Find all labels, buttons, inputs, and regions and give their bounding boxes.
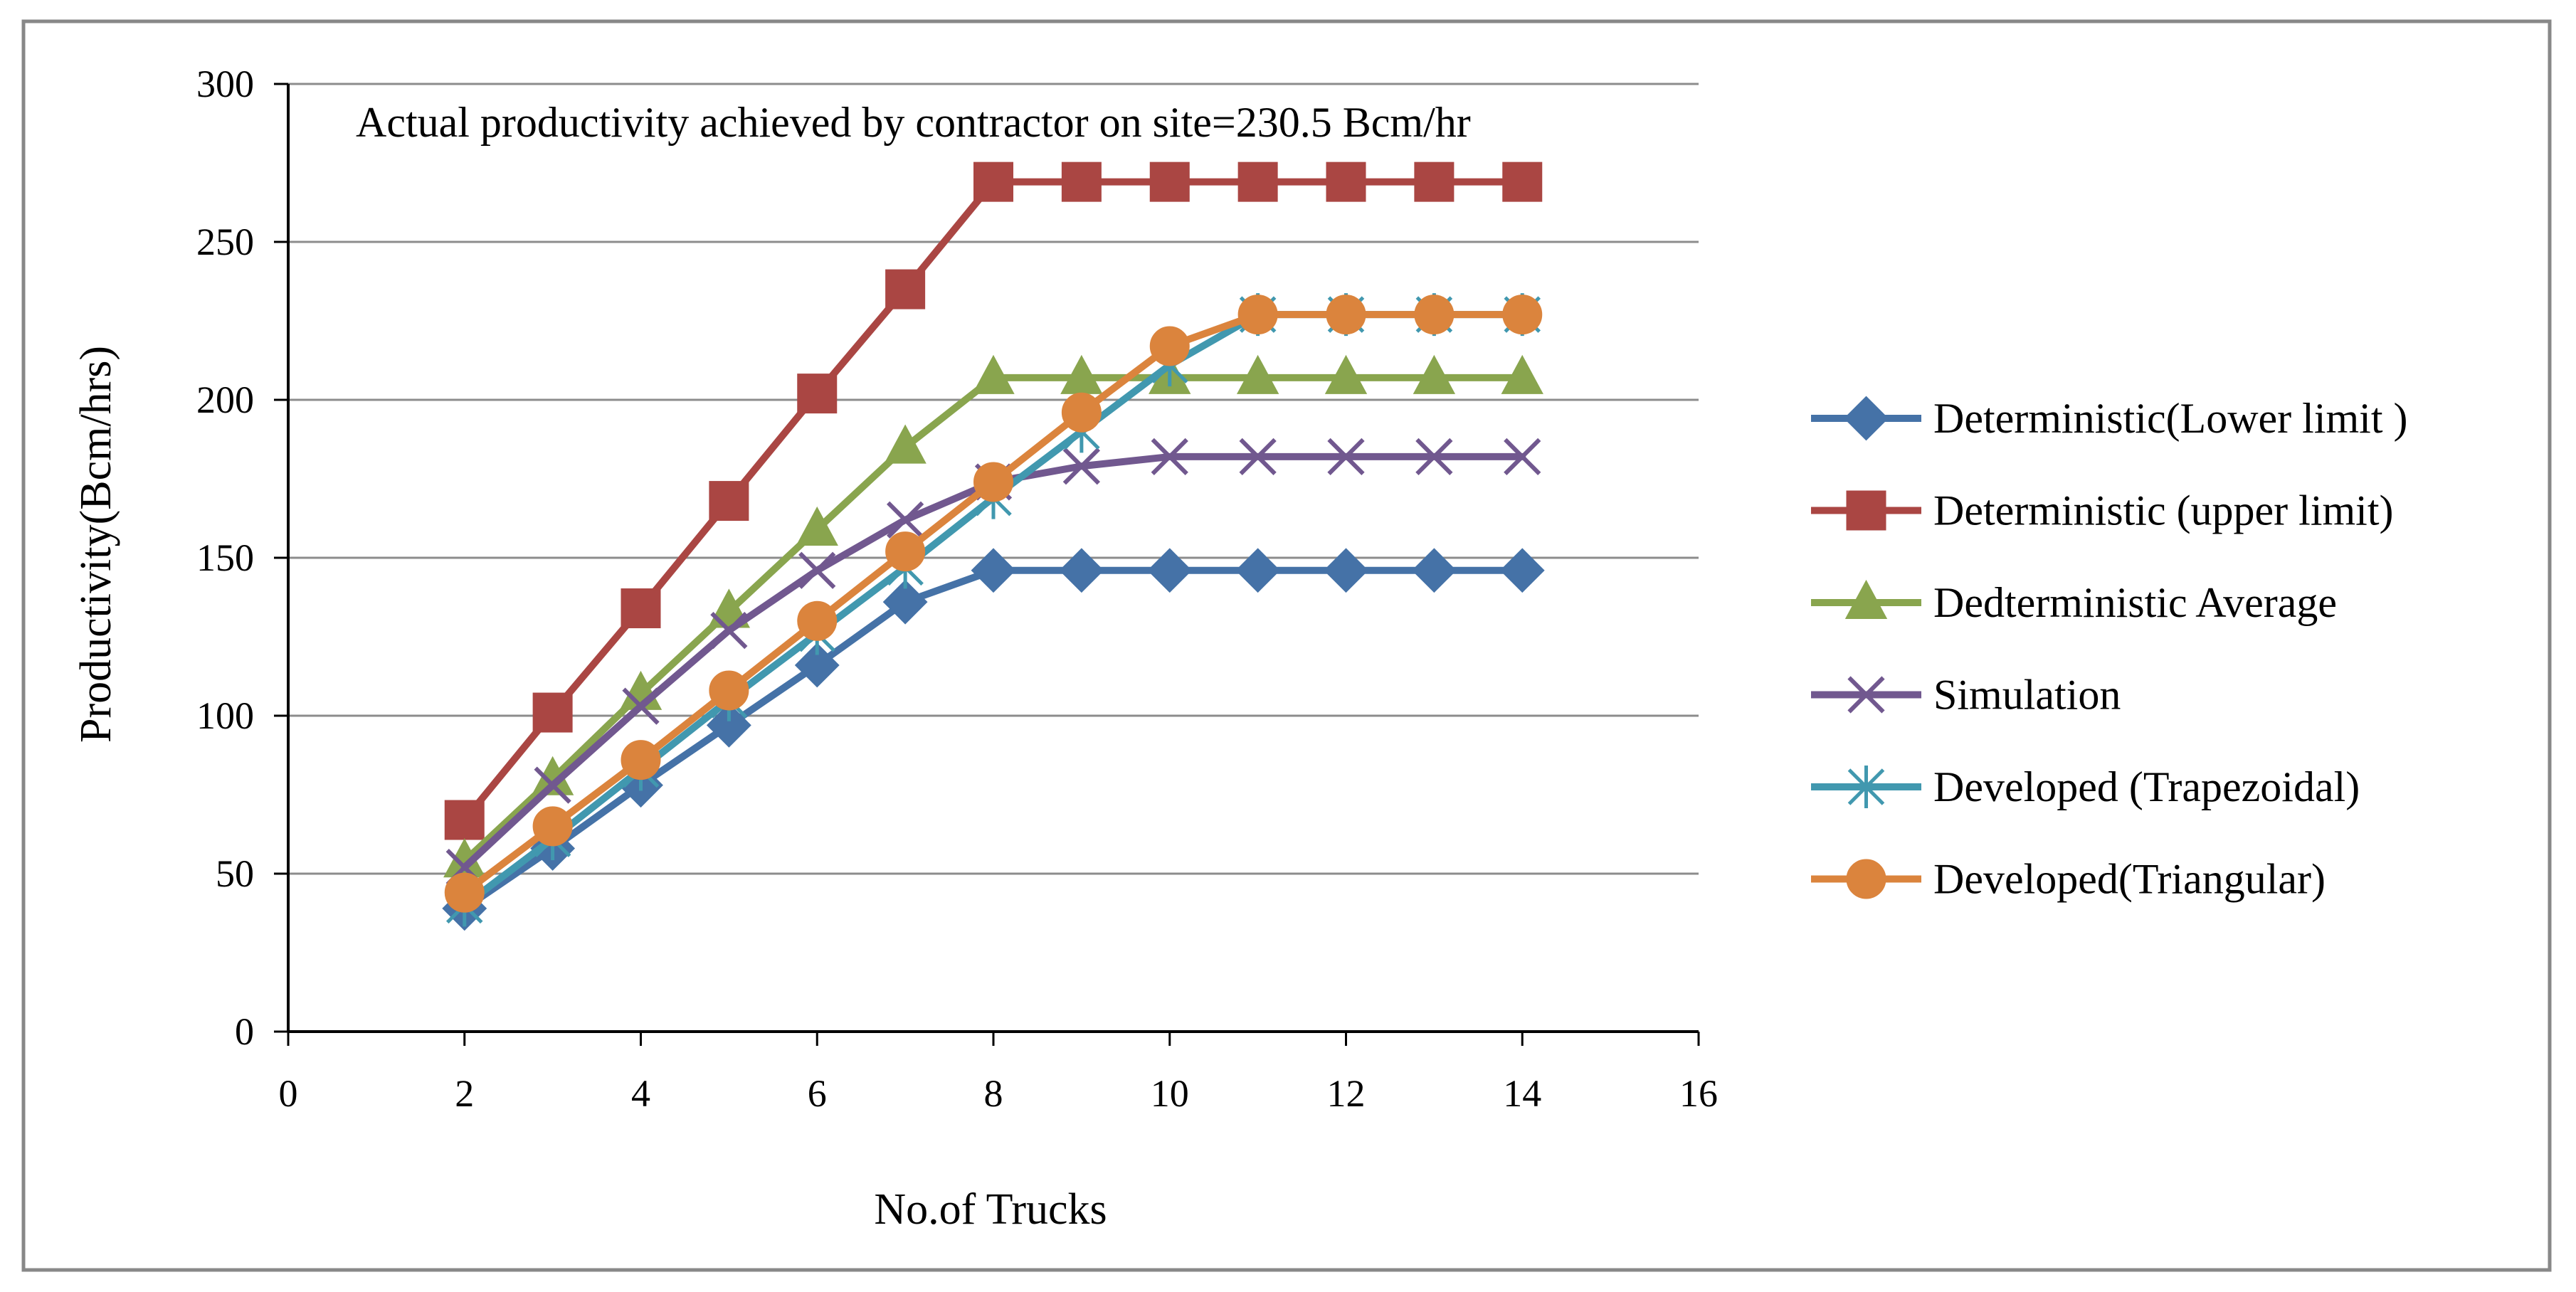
chart-border (21, 19, 2552, 1272)
legend-marker (1846, 859, 1886, 899)
y-tick-label: 50 (216, 852, 254, 895)
data-point (1324, 548, 1368, 593)
data-point (1149, 162, 1190, 202)
data-point (1415, 438, 1453, 476)
data-point (794, 642, 840, 688)
x-tick-label: 16 (1679, 1072, 1718, 1115)
legend-item: Developed (Trapezoidal) (1811, 763, 2360, 810)
x-tick-label: 10 (1151, 1072, 1189, 1115)
legend-marker (1844, 579, 1888, 619)
legend-item: Deterministic (upper limit) (1811, 487, 2394, 534)
y-axis-title: Productivity(Bcm/hrs) (72, 346, 120, 743)
data-point (1061, 392, 1102, 433)
data-point (1235, 548, 1281, 593)
legend-item: Dedterministic Average (1811, 579, 2337, 626)
data-point (1501, 354, 1543, 394)
data-point (882, 579, 928, 625)
data-point (1504, 438, 1541, 476)
data-point (971, 548, 1016, 593)
data-point (444, 800, 485, 840)
y-tick-label: 0 (235, 1010, 254, 1053)
x-tick-label: 2 (455, 1072, 474, 1115)
data-point (1059, 548, 1104, 593)
y-tick-label: 300 (196, 63, 254, 105)
x-axis-title: No.of Trucks (874, 1185, 1107, 1234)
legend: Deterministic(Lower limit ) Deterministic… (1811, 395, 2407, 903)
data-point (1413, 354, 1456, 394)
data-point (1502, 162, 1543, 202)
data-point (621, 740, 661, 780)
series-2 (444, 162, 1543, 840)
data-point (1062, 448, 1101, 485)
data-point (1151, 438, 1188, 476)
x-tick-label: 6 (808, 1072, 827, 1115)
data-point (1327, 438, 1365, 476)
data-point (887, 501, 924, 539)
data-point (972, 354, 1015, 394)
data-point (797, 600, 838, 641)
data-point (1237, 295, 1278, 335)
data-point (709, 481, 749, 521)
data-point (1502, 295, 1543, 335)
data-point (1237, 162, 1278, 202)
legend-label: Developed(Triangular) (1933, 856, 2326, 903)
data-point (885, 269, 926, 309)
data-point (796, 506, 838, 546)
data-point (710, 611, 748, 650)
data-point (1414, 295, 1455, 335)
legend-item: Simulation (1811, 672, 2121, 719)
data-point (1239, 438, 1277, 476)
legend-marker (1846, 490, 1886, 531)
data-point (1324, 354, 1368, 394)
legend-label: Developed (Trapezoidal) (1933, 763, 2360, 810)
data-point (1236, 354, 1279, 394)
data-point (885, 531, 926, 572)
annotation-text: Actual productivity achieved by contract… (356, 99, 1471, 146)
tick-labels: 0 50 100 150 200 250 300 0 2 4 6 8 10 12 14 16 (196, 63, 1718, 1115)
y-tick-label: 250 (196, 221, 254, 263)
x-tick-label: 4 (631, 1072, 650, 1115)
data-point (973, 162, 1013, 202)
y-tick-label: 100 (196, 694, 254, 737)
data-point (1149, 326, 1190, 366)
legend-label: Simulation (1933, 672, 2121, 719)
data-point (797, 374, 838, 414)
data-point (532, 692, 573, 733)
data-point (1414, 162, 1455, 202)
legend-marker (1847, 766, 1885, 808)
data-point (532, 806, 573, 847)
data-point (1499, 548, 1545, 593)
data-point (1061, 162, 1102, 202)
data-point (798, 551, 836, 589)
x-tick-label: 0 (279, 1072, 298, 1115)
legend-marker (1847, 676, 1885, 714)
x-tick-label: 14 (1503, 1072, 1541, 1115)
axes (274, 83, 1700, 1046)
data-point (1147, 548, 1193, 593)
legend-item: Developed(Triangular) (1811, 856, 2326, 903)
data-point (444, 872, 485, 913)
data-point (1411, 548, 1457, 593)
data-point (884, 424, 927, 464)
y-tick-label: 200 (196, 378, 254, 421)
series-6 (444, 295, 1543, 913)
data-point (1326, 162, 1366, 202)
y-tick-label: 150 (196, 536, 254, 579)
x-tick-label: 8 (984, 1072, 1003, 1115)
legend-label: Deterministic(Lower limit ) (1933, 395, 2407, 442)
data-point (1326, 295, 1366, 335)
x-tick-label: 12 (1327, 1072, 1366, 1115)
data-point (709, 670, 749, 711)
legend-label: Deterministic (upper limit) (1933, 487, 2394, 534)
data-point (706, 702, 751, 748)
data-point (973, 462, 1013, 502)
legend-label: Dedterministic Average (1933, 579, 2337, 626)
data-point (534, 766, 571, 804)
data-point (622, 687, 660, 725)
series-group (442, 162, 1545, 931)
data-point (621, 588, 661, 629)
legend-marker (1844, 396, 1889, 441)
legend-item: Deterministic(Lower limit ) (1811, 395, 2407, 442)
